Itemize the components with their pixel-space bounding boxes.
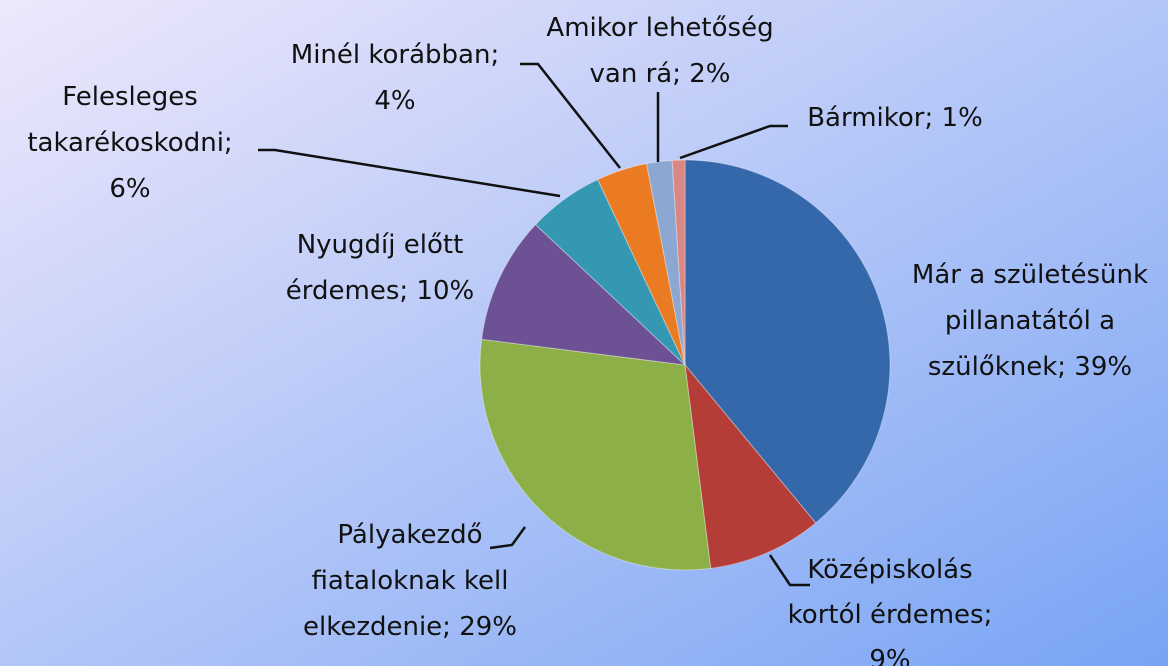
data-label: Nyugdíj előtt xyxy=(297,230,464,260)
data-label: szülőknek; 39% xyxy=(928,352,1132,382)
data-label: Középiskolás xyxy=(807,555,972,585)
data-label: Bármikor; 1% xyxy=(807,103,983,133)
leader-line xyxy=(489,526,527,550)
data-label: 6% xyxy=(109,174,150,204)
pie-slice xyxy=(671,159,686,366)
leader-line xyxy=(768,554,810,587)
data-label: Pályakezdő xyxy=(337,520,482,550)
data-label: érdemes; 10% xyxy=(286,276,474,306)
leader-line xyxy=(258,148,561,198)
pie-slice xyxy=(684,159,891,524)
data-label: takarékoskodni; xyxy=(27,128,232,158)
data-label: Minél korábban; xyxy=(291,40,499,70)
pie-slice xyxy=(597,163,686,366)
pie-slice xyxy=(684,363,817,569)
data-label: Amikor lehetőség xyxy=(546,13,773,43)
data-label: Felesleges xyxy=(62,82,198,112)
data-label: elkezdenie; 29% xyxy=(303,612,517,642)
pie-slice xyxy=(534,178,686,366)
data-label: fiataloknak kell xyxy=(312,566,509,596)
data-label: van rá; 2% xyxy=(590,59,731,89)
data-label: 4% xyxy=(374,86,415,116)
leader-line xyxy=(679,124,788,160)
pie-slice xyxy=(646,159,686,366)
pie-slice xyxy=(479,338,712,571)
data-label: kortól érdemes; xyxy=(788,600,993,630)
data-label: Már a születésünk xyxy=(912,260,1148,290)
leader-lines xyxy=(258,62,810,587)
data-label: 9% xyxy=(869,645,910,666)
pie-slice xyxy=(481,223,687,366)
leader-line xyxy=(520,62,621,169)
data-label: pillanatától a xyxy=(945,306,1115,336)
